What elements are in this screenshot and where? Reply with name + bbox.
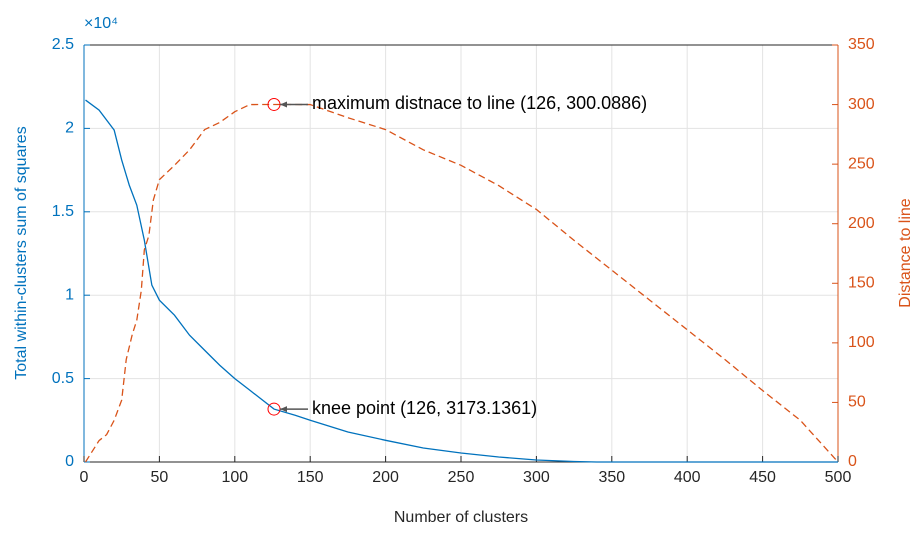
x-tick-label: 50 xyxy=(151,469,169,486)
annotation-text: maximum distnace to line (126, 300.0886) xyxy=(312,93,647,113)
x-tick-label: 300 xyxy=(523,469,550,486)
series-line xyxy=(85,99,838,463)
x-tick-label: 100 xyxy=(221,469,248,486)
annotation-text: knee point (126, 3173.1361) xyxy=(312,398,537,418)
y2-axis-label: Distance to line xyxy=(897,198,914,307)
x-tick-label: 350 xyxy=(598,469,625,486)
y2-tick-label: 100 xyxy=(848,334,875,351)
y2-tick-label: 350 xyxy=(848,36,875,53)
x-tick-label: 0 xyxy=(80,469,89,486)
x-tick-label: 200 xyxy=(372,469,399,486)
x-tick-label: 250 xyxy=(448,469,475,486)
y2-tick-label: 300 xyxy=(848,96,875,113)
x-tick-label: 150 xyxy=(297,469,324,486)
x-tick-label: 400 xyxy=(674,469,701,486)
y2-tick-label: 50 xyxy=(848,394,866,411)
y-axis-label: Total within-clusters sum of squares xyxy=(13,126,30,379)
y2-tick-label: 150 xyxy=(848,275,875,292)
y-tick-label: 0.5 xyxy=(52,370,74,387)
x-axis-label: Number of clusters xyxy=(394,509,528,526)
annotation-arrowhead xyxy=(280,101,288,108)
y2-tick-label: 0 xyxy=(848,453,857,470)
y-exponent: ×10⁴ xyxy=(84,15,118,32)
annotation-arrowhead xyxy=(280,406,288,413)
x-tick-label: 500 xyxy=(825,469,852,486)
y-tick-label: 1.5 xyxy=(52,203,74,220)
y-tick-label: 0 xyxy=(65,453,74,470)
y2-tick-label: 250 xyxy=(848,155,875,172)
y-tick-label: 2.5 xyxy=(52,36,74,53)
y2-tick-label: 200 xyxy=(848,215,875,232)
series-line xyxy=(84,103,839,463)
y-tick-label: 2 xyxy=(65,120,74,137)
y-tick-label: 1 xyxy=(65,286,74,303)
x-tick-label: 450 xyxy=(749,469,776,486)
